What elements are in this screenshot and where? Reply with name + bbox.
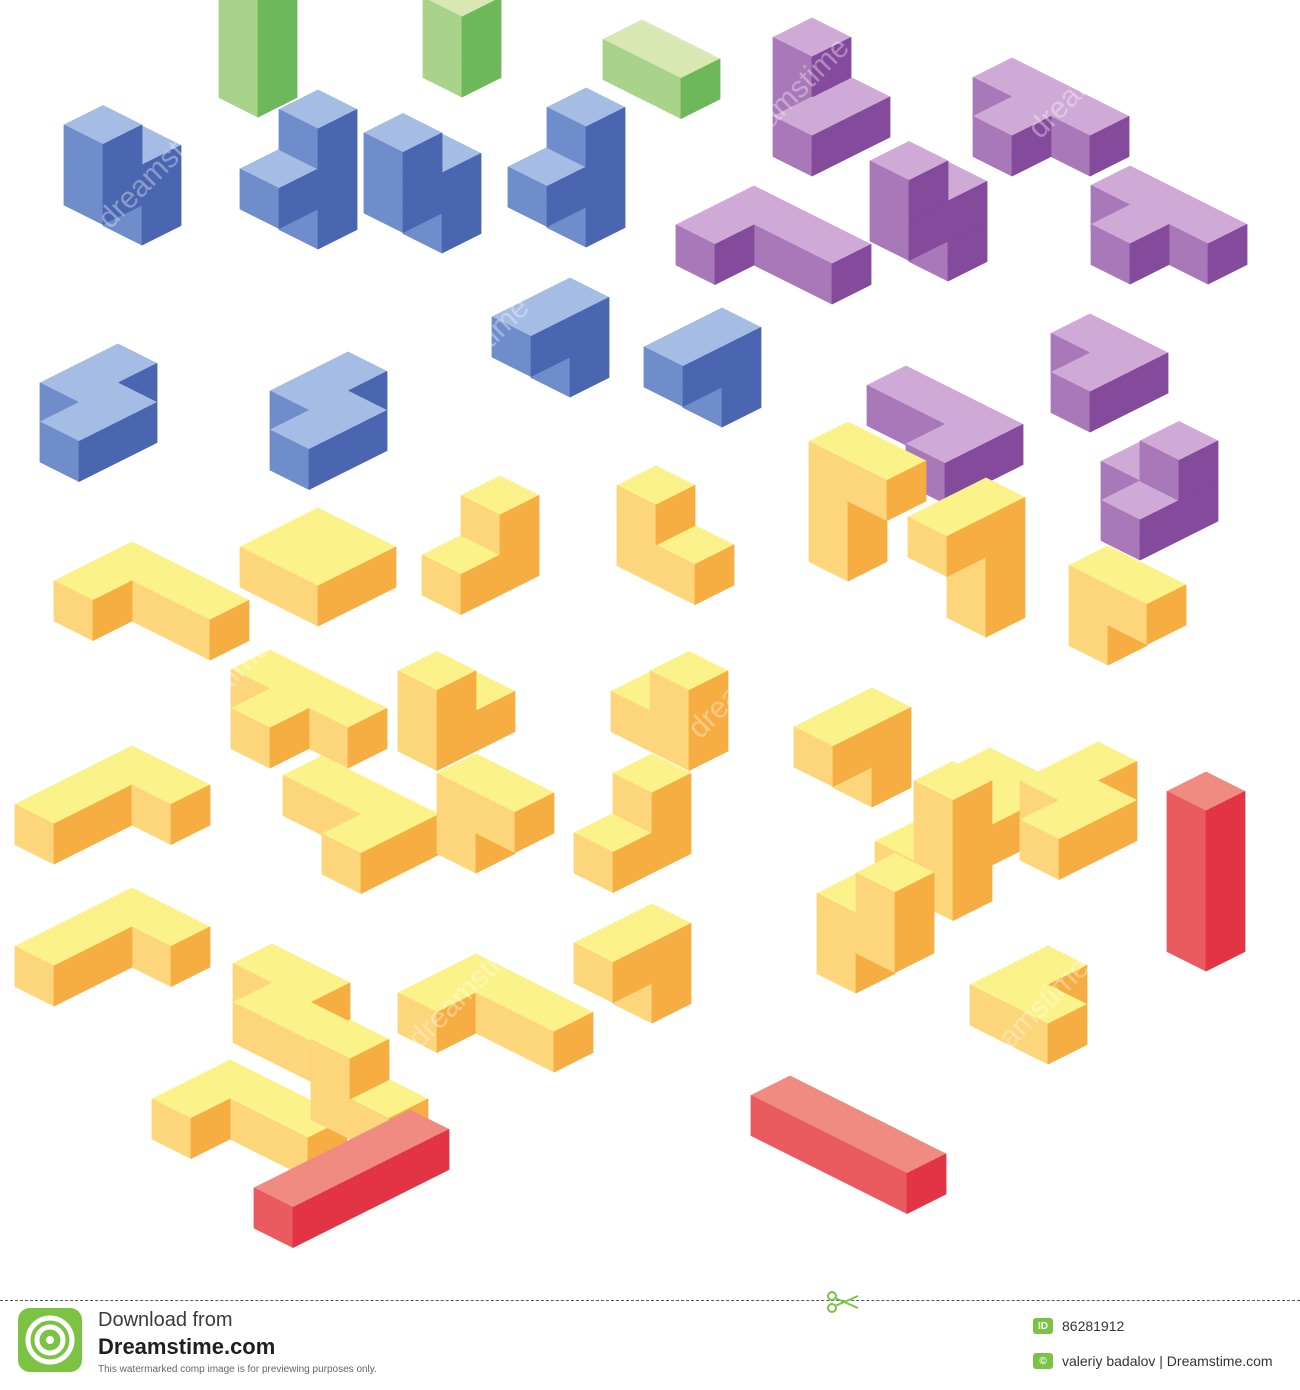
dreamstime-logo-icon[interactable] bbox=[18, 1308, 82, 1372]
green-piece bbox=[218, 0, 298, 118]
purple-piece bbox=[675, 185, 872, 305]
yellow-piece bbox=[616, 465, 735, 605]
yellow-piece bbox=[436, 753, 555, 874]
purple-piece bbox=[772, 17, 891, 177]
yellow-piece bbox=[1068, 545, 1187, 666]
purple-piece bbox=[869, 141, 988, 282]
purple-piece bbox=[1100, 421, 1219, 561]
yellow-piece bbox=[816, 853, 935, 994]
brand-name[interactable]: Dreamstime.com bbox=[98, 1334, 276, 1359]
yellow-piece bbox=[397, 953, 594, 1073]
yellow-piece bbox=[397, 651, 516, 771]
id-badge-icon: ID bbox=[1033, 1318, 1053, 1334]
blue-piece bbox=[643, 307, 762, 428]
download-footer: Download from Dreamstime.com This waterm… bbox=[0, 1291, 1300, 1390]
purple-piece bbox=[972, 57, 1130, 177]
blue-piece bbox=[507, 87, 626, 248]
purple-piece bbox=[1090, 165, 1248, 285]
purple-piece bbox=[1050, 313, 1169, 433]
yellow-piece bbox=[14, 745, 211, 865]
yellow-piece bbox=[282, 755, 440, 894]
yellow-piece bbox=[421, 475, 540, 615]
blue-piece bbox=[363, 113, 482, 254]
purple-piece bbox=[866, 365, 1024, 504]
yellow-piece bbox=[808, 421, 927, 582]
yellow-piece bbox=[907, 477, 1026, 638]
yellow-piece bbox=[610, 651, 729, 771]
yellow-piece bbox=[573, 903, 692, 1024]
yellow-piece bbox=[1019, 741, 1138, 880]
yellow-piece bbox=[793, 687, 912, 808]
scissors-icon bbox=[827, 1291, 859, 1313]
blue-piece bbox=[39, 343, 158, 482]
yellow-piece bbox=[230, 649, 388, 769]
yellow-piece bbox=[239, 507, 397, 627]
green-piece bbox=[602, 19, 721, 119]
blue-piece bbox=[63, 105, 182, 246]
green-piece bbox=[422, 0, 502, 98]
copyright-icon: © bbox=[1033, 1353, 1053, 1369]
disclaimer-text: This watermarked comp image is for previ… bbox=[98, 1364, 377, 1375]
download-label: Download from bbox=[98, 1309, 233, 1331]
blue-piece bbox=[269, 351, 388, 490]
yellow-piece bbox=[573, 753, 692, 893]
author-credit: valeriy badalov | Dreamstime.com bbox=[1062, 1353, 1273, 1369]
blue-piece bbox=[491, 277, 610, 398]
red-piece bbox=[253, 1109, 450, 1248]
isometric-pieces bbox=[14, 0, 1248, 1248]
yellow-piece bbox=[151, 1059, 348, 1179]
red-piece bbox=[1166, 771, 1246, 972]
image-id: 86281912 bbox=[1062, 1318, 1125, 1334]
blue-piece bbox=[239, 89, 358, 250]
yellow-piece bbox=[969, 945, 1088, 1065]
red-piece bbox=[750, 1075, 947, 1214]
yellow-piece bbox=[53, 541, 250, 661]
cut-line bbox=[0, 1300, 1300, 1301]
yellow-piece bbox=[14, 887, 211, 1007]
